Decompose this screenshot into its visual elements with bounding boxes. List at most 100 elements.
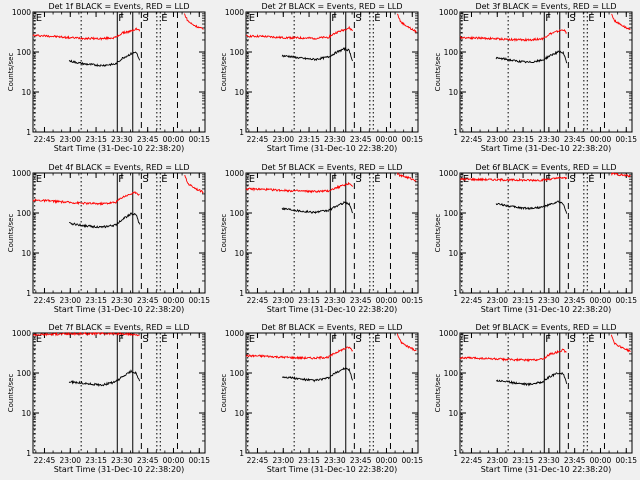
x-tick-label: 23:45 [564,296,586,305]
series-line [245,346,353,361]
x-tick-label: 00:15 [615,135,637,144]
y-tick-label: 1 [239,449,244,458]
event-marker-label: E [161,174,167,185]
x-tick-label: 23:30 [111,296,133,305]
y-tick-label: 10 [448,409,458,418]
panel-title: Det 7f BLACK = Events, RED = LLD [48,323,189,332]
x-tick-label: 23:30 [111,135,133,144]
y-tick-label: 100 [230,369,245,378]
x-tick-label: 00:00 [163,296,185,305]
x-tick-label: 00:15 [188,296,210,305]
event-marker-label: F [331,334,337,345]
event-marker-label: S [142,334,148,345]
x-tick-label: 00:00 [590,135,612,144]
event-marker-label: E [588,13,594,24]
y-axis-label: Counts/sec [7,53,15,92]
event-marker-label: S [355,13,361,24]
y-tick-label: 1 [239,128,244,137]
y-tick-label: 1000 [12,8,31,17]
x-tick-label: 23:30 [538,456,560,465]
y-tick-label: 100 [230,48,245,57]
event-marker-label: E [249,174,255,185]
x-axis-label: Start Time (31-Dec-10 22:38:20) [267,305,398,314]
event-marker-label: F [331,13,337,24]
x-tick-label: 00:00 [376,296,398,305]
panel-title: Det 4f BLACK = Events, RED = LLD [48,163,189,172]
plot-frame [245,172,419,294]
series-line [459,348,567,363]
panel-title: Det 8f BLACK = Events, RED = LLD [261,323,402,332]
y-axis-label: Counts/sec [220,374,228,413]
x-tick-label: 23:30 [324,135,346,144]
x-tick-label: 23:00 [59,135,81,144]
x-tick-label: 00:00 [163,135,185,144]
event-marker-label: S [142,13,148,24]
x-tick-label: 23:15 [85,135,107,144]
y-tick-label: 10 [234,88,244,97]
x-tick-label: 00:15 [615,456,637,465]
event-marker-label: E [463,13,469,24]
series-line [69,212,141,229]
event-marker-label: S [569,13,575,24]
x-tick-label: 22:45 [461,135,483,144]
y-tick-label: 10 [21,409,31,418]
panel-9: Det 9f BLACK = Events, RED = LLD 1 10 100 10… [434,323,637,474]
event-marker-label: E [36,174,42,185]
event-marker-label: F [331,174,337,185]
x-tick-label: 23:00 [272,456,294,465]
x-axis-label: Start Time (31-Dec-10 22:38:20) [267,144,398,153]
event-marker-label: F [118,174,124,185]
y-axis-label: Counts/sec [7,214,15,253]
x-tick-label: 00:00 [590,296,612,305]
x-tick-label: 23:45 [137,296,159,305]
plot-frame [459,11,633,133]
event-marker-label: E [161,13,167,24]
series-line [184,174,204,194]
event-marker-label: S [142,174,148,185]
x-tick-label: 23:45 [137,135,159,144]
y-tick-label: 10 [448,249,458,258]
y-tick-label: 100 [230,209,245,218]
y-tick-label: 10 [448,88,458,97]
series-line [245,181,353,194]
x-tick-label: 00:15 [615,296,637,305]
series-line [495,50,568,64]
x-tick-label: 23:00 [486,296,508,305]
y-axis-label: Counts/sec [7,374,15,413]
y-tick-label: 1000 [225,329,244,338]
series-line [281,200,353,214]
y-axis-label: Counts/sec [434,374,442,413]
y-tick-label: 1000 [439,329,458,338]
panel-2: Det 2f BLACK = Events, RED = LLD 1 10 100 10… [220,2,423,153]
event-marker-label: E [374,174,380,185]
panel-5: Det 5f BLACK = Events, RED = LLD 1 10 100 10… [220,163,423,314]
series-line [495,200,568,214]
event-marker-label: S [569,174,575,185]
x-tick-label: 23:00 [486,456,508,465]
y-tick-label: 1 [239,289,244,298]
x-axis-label: Start Time (31-Dec-10 22:38:20) [267,465,398,474]
y-tick-label: 1 [26,128,31,137]
x-tick-label: 00:00 [590,456,612,465]
event-marker-label: E [36,334,42,345]
series-line [459,28,567,43]
y-axis-label: Counts/sec [434,53,442,92]
y-tick-label: 1000 [12,169,31,178]
x-tick-label: 23:00 [59,456,81,465]
y-tick-label: 100 [444,48,459,57]
x-tick-label: 23:15 [512,296,534,305]
event-marker-label: F [118,334,124,345]
y-tick-label: 100 [17,48,32,57]
event-marker-label: E [374,334,380,345]
x-tick-label: 00:00 [163,456,185,465]
x-tick-label: 23:45 [350,135,372,144]
series-line [281,366,354,383]
x-tick-label: 22:45 [247,456,269,465]
x-tick-label: 00:15 [188,135,210,144]
x-tick-label: 23:15 [298,135,320,144]
x-tick-label: 23:00 [59,296,81,305]
series-line [610,172,631,178]
event-marker-label: F [118,13,124,24]
x-tick-label: 23:15 [512,456,534,465]
x-axis-label: Start Time (31-Dec-10 22:38:20) [54,305,185,314]
